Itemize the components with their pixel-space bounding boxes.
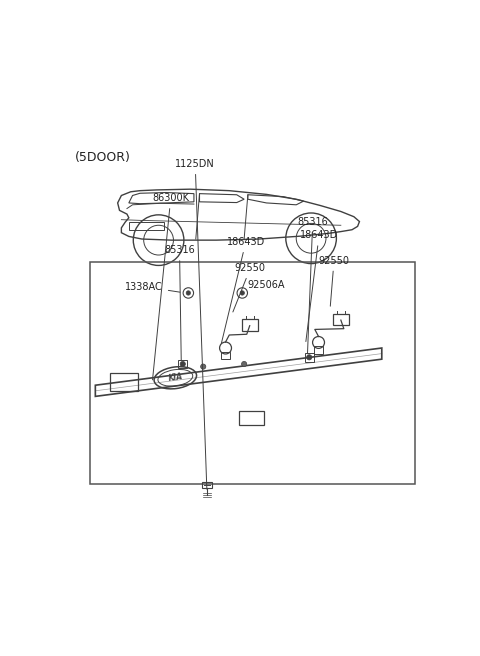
Text: 1125DN: 1125DN: [175, 159, 215, 489]
Circle shape: [241, 361, 247, 367]
Circle shape: [201, 364, 206, 369]
Circle shape: [240, 291, 244, 295]
Text: 85316: 85316: [297, 216, 328, 354]
Bar: [333, 314, 349, 325]
Bar: [241, 319, 258, 331]
Circle shape: [307, 355, 312, 360]
Text: 92550: 92550: [233, 263, 266, 312]
Text: 86300K: 86300K: [152, 193, 189, 380]
Bar: [221, 352, 230, 359]
Bar: [202, 482, 212, 488]
Text: 18643D: 18643D: [221, 237, 265, 344]
Bar: [90, 262, 415, 484]
Bar: [110, 373, 138, 391]
Bar: [239, 411, 264, 425]
Text: 18643D: 18643D: [300, 230, 338, 342]
Text: (5DOOR): (5DOOR): [75, 151, 131, 164]
Bar: [305, 353, 314, 362]
Bar: [314, 346, 324, 354]
Circle shape: [186, 291, 191, 295]
Text: KIA: KIA: [168, 373, 183, 383]
Text: 92550: 92550: [319, 256, 349, 306]
Bar: [129, 222, 164, 230]
Text: 92506A: 92506A: [242, 279, 285, 293]
Text: 85316: 85316: [164, 245, 195, 360]
Circle shape: [180, 361, 185, 367]
Text: 1338AC: 1338AC: [125, 281, 180, 292]
Bar: [178, 359, 187, 369]
